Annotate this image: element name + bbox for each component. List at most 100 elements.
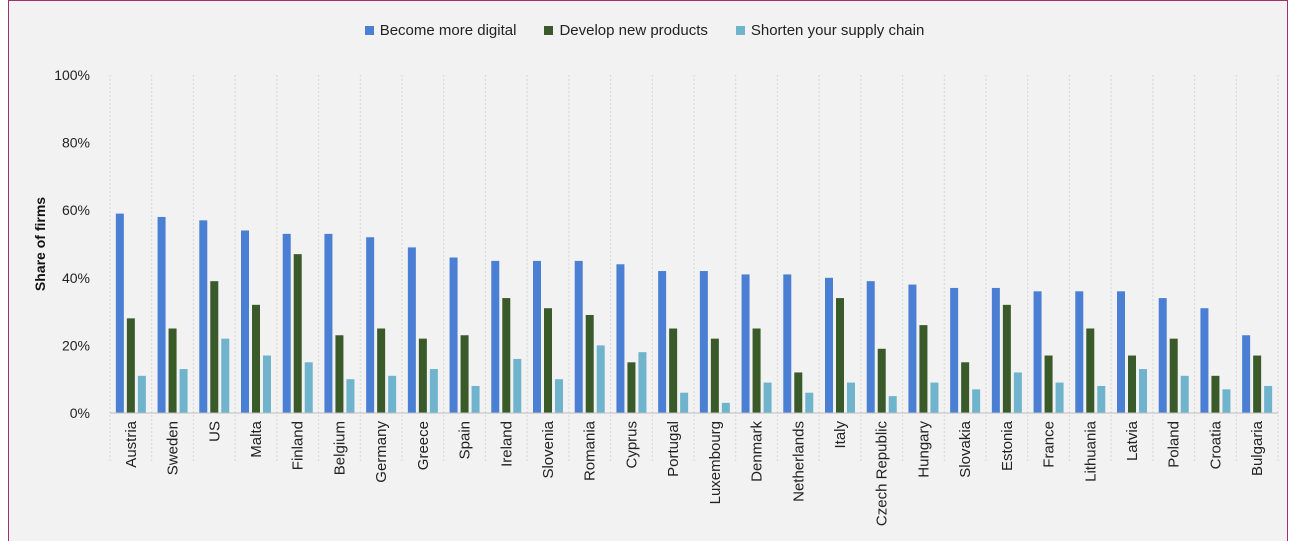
bar [1180,375,1189,413]
bar [991,287,1000,413]
bar [199,220,208,413]
chart-frame [8,0,1288,541]
bar [1128,355,1136,413]
bar [1200,308,1209,413]
y-tick-label: 80% [62,135,90,151]
bar [555,379,563,413]
x-tick-label: US [206,421,223,442]
bar [544,308,552,413]
bar [866,281,875,413]
bar [930,382,939,413]
bar [491,260,500,413]
bar [115,213,124,413]
legend-swatch [364,26,374,35]
bar [221,338,230,413]
bar [763,382,772,413]
y-tick-label: 40% [62,270,90,286]
legend-item-series-2: Develop new products [544,22,708,39]
bar [1169,338,1178,413]
bar [752,328,761,413]
x-tick-label: Ireland [498,421,515,467]
bar [1158,298,1167,413]
x-tick-label: Hungary [915,421,932,478]
y-tick-label: 60% [62,202,90,218]
bar [241,230,249,413]
legend-label: Shorten your supply chain [750,22,925,39]
bar [346,379,355,413]
bar [805,392,814,413]
bar [513,358,522,413]
bar [210,281,219,413]
x-tick-label: Denmark [749,421,766,482]
x-tick-label: Italy [832,421,849,449]
bar [429,369,438,413]
x-tick-label: Cyprus [623,421,640,469]
bar [680,392,689,413]
x-tick-label: Estonia [999,420,1016,471]
x-tick-label: Portugal [665,421,682,477]
bar [721,402,730,413]
bar [658,271,667,413]
x-tick-label: Austria [123,420,140,467]
bar [638,352,647,413]
bar [616,264,625,413]
legend-item-series-1: Become more digital [364,22,517,39]
bar [1222,389,1231,413]
bar [282,233,291,413]
legend-swatch [735,26,745,35]
bar [157,216,166,413]
bar [1044,355,1053,413]
x-tick-label: Lithuania [1082,420,1099,482]
bar [471,385,480,413]
bar [1211,375,1220,413]
legend-swatch [544,26,554,35]
x-tick-label: Netherlands [790,421,807,502]
x-tick-label: Germany [373,421,390,483]
bar [825,277,833,413]
bar [1117,291,1125,413]
x-tick-label: Latvia [1124,420,1141,461]
bar [304,362,313,413]
bar [596,345,605,413]
y-axis-label: Share of firms [32,197,48,291]
x-tick-label: Bulgaria [1249,420,1266,476]
bar [252,304,260,413]
x-tick-label: Croatia [1207,420,1224,469]
bar [293,254,302,413]
bar [574,260,583,413]
bar [1033,291,1042,413]
x-tick-label: Malta [248,420,265,457]
bar [533,260,541,413]
bar [179,369,188,413]
bar [1242,335,1251,413]
legend-label: Develop new products [559,22,708,39]
bar [585,314,594,413]
bar [1264,385,1273,413]
bar [1055,382,1064,413]
y-tick-label: 100% [54,67,90,83]
bar [137,375,146,413]
bar [324,233,333,413]
bar [908,284,917,413]
bar [847,382,855,413]
x-tick-label: Czech Republic [874,421,891,527]
bar [1002,304,1011,413]
bar [627,362,636,413]
bar [741,274,750,413]
bar [407,247,416,413]
x-tick-label: Belgium [331,421,348,475]
bar [335,335,344,413]
bar [1253,355,1262,413]
bar [836,298,844,413]
bar [669,328,678,413]
bar [418,338,427,413]
bar [699,271,708,413]
bar [710,338,719,413]
bar [794,372,803,413]
bar [263,355,271,413]
x-tick-label: Slovenia [540,420,557,478]
y-tick-label: 0% [70,405,90,421]
legend-label: Become more digital [379,22,517,39]
bar [888,396,897,413]
